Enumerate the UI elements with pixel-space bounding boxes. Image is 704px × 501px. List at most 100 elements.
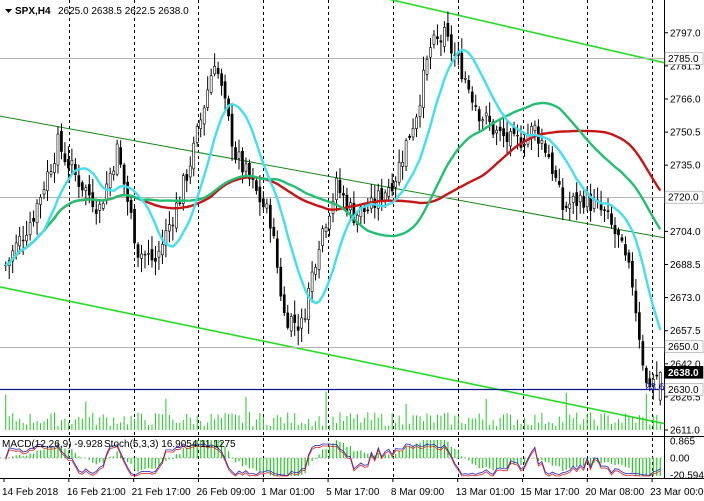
- candle-body: [310, 271, 314, 292]
- candle-body: [188, 165, 192, 178]
- candle-body: [11, 250, 15, 262]
- macd-histogram-bar: [99, 458, 101, 463]
- macd-histogram-bar: [224, 446, 226, 458]
- volume-bar: [656, 415, 658, 430]
- volume-bar: [294, 413, 296, 430]
- volume-bar: [189, 417, 191, 430]
- macd-histogram-bar: [652, 458, 654, 476]
- candle-body: [28, 222, 32, 236]
- volume-bar: [659, 424, 661, 430]
- volume-bar: [109, 425, 111, 430]
- volume-bar: [22, 422, 24, 430]
- volume-bar: [510, 414, 512, 430]
- candle-body: [49, 171, 53, 175]
- volume-bar: [207, 422, 209, 430]
- volume-bar: [308, 418, 310, 430]
- volume-bar: [196, 415, 198, 430]
- volume-bar: [71, 423, 73, 430]
- candle-body: [268, 204, 272, 229]
- channel-lower-line: [0, 286, 665, 425]
- candle-body: [554, 170, 558, 179]
- candle-body: [237, 151, 241, 159]
- volume-bar: [530, 425, 532, 430]
- candle-body: [557, 181, 561, 185]
- volume-bar: [137, 412, 139, 430]
- oscillator-panel: [0, 436, 704, 477]
- macd-histogram-bar: [628, 458, 630, 468]
- volume-bar: [621, 422, 623, 430]
- macd-histogram-bar: [252, 458, 254, 469]
- volume-bar: [652, 415, 654, 430]
- macd-histogram-bar: [151, 458, 153, 469]
- macd-histogram-bar: [523, 458, 526, 464]
- macd-histogram-bar: [262, 458, 264, 474]
- candle-body: [450, 34, 453, 54]
- volume-bar: [200, 421, 202, 430]
- candle-body: [335, 177, 338, 201]
- time-axis: 14 Feb 2018 16 Feb 21:00 21 Feb 17:00 26 Fe…: [2, 478, 704, 498]
- candle-body: [436, 36, 439, 39]
- volume-bar: [423, 421, 425, 430]
- candle-body: [624, 244, 627, 256]
- macd-histogram-bar: [168, 458, 170, 460]
- volume-bar: [551, 423, 553, 430]
- candle-body: [582, 196, 586, 208]
- volume-bar: [339, 412, 341, 430]
- volume-bar: [517, 419, 519, 430]
- macd-histogram-bar: [440, 440, 442, 458]
- candle-body: [324, 227, 328, 232]
- volume-bar: [433, 422, 435, 430]
- volume-bar: [429, 415, 431, 430]
- volume-bar: [106, 417, 108, 430]
- y-tick-label: 2688.5: [670, 260, 701, 271]
- candle-body: [171, 224, 175, 227]
- candle-body: [192, 142, 196, 170]
- macd-histogram-bar: [311, 458, 313, 461]
- volume-bar: [590, 412, 592, 430]
- volume-bar: [311, 425, 313, 430]
- x-tick-label: 23 Mar 00:00: [650, 487, 704, 498]
- volume-bar: [74, 419, 76, 430]
- candle-body: [366, 209, 370, 212]
- macd-histogram-bar: [144, 458, 146, 470]
- candle-body: [84, 187, 88, 191]
- volume-bar: [120, 422, 122, 430]
- candle-body: [296, 326, 300, 331]
- candle-body: [56, 133, 60, 166]
- macd-histogram-bar: [506, 458, 508, 469]
- macd-histogram-bar: [645, 458, 647, 476]
- volume-bar: [33, 422, 35, 430]
- price-tag-label: 2650.0: [668, 342, 699, 353]
- macd-histogram-bar: [492, 458, 494, 471]
- volume-bar: [273, 417, 275, 430]
- macd-histogram-bar: [106, 458, 108, 459]
- x-tick-label: 1 Mar 01:00: [261, 487, 315, 498]
- volume-bar: [99, 417, 101, 430]
- macd-histogram-bar: [635, 458, 637, 476]
- macd-histogram-bar: [255, 458, 258, 471]
- volume-bar: [363, 417, 365, 430]
- volume-bar: [628, 416, 630, 430]
- dropdown-arrow-icon[interactable]: [5, 9, 12, 13]
- macd-histogram-bar: [360, 450, 362, 458]
- volume-bar: [617, 418, 619, 430]
- volume-bar: [214, 419, 216, 430]
- volume-bar: [496, 425, 498, 430]
- macd-histogram-bar: [234, 458, 237, 463]
- macd-histogram-bar: [478, 458, 480, 469]
- macd-histogram-bar: [544, 458, 546, 463]
- volume-bar: [92, 412, 94, 430]
- macd-histogram-bar: [395, 453, 397, 458]
- candle-body: [592, 199, 596, 209]
- candle-body: [613, 224, 617, 235]
- volume-bar: [638, 415, 640, 430]
- macd-histogram-bar: [64, 448, 66, 458]
- volume-bar: [47, 418, 49, 430]
- candle-body: [209, 75, 213, 93]
- volume-bar: [123, 416, 125, 430]
- x-tick-label: 14 Feb 2018: [2, 487, 59, 498]
- volume-bar: [395, 422, 397, 430]
- candle-body: [98, 204, 102, 211]
- volume-bar: [503, 414, 505, 430]
